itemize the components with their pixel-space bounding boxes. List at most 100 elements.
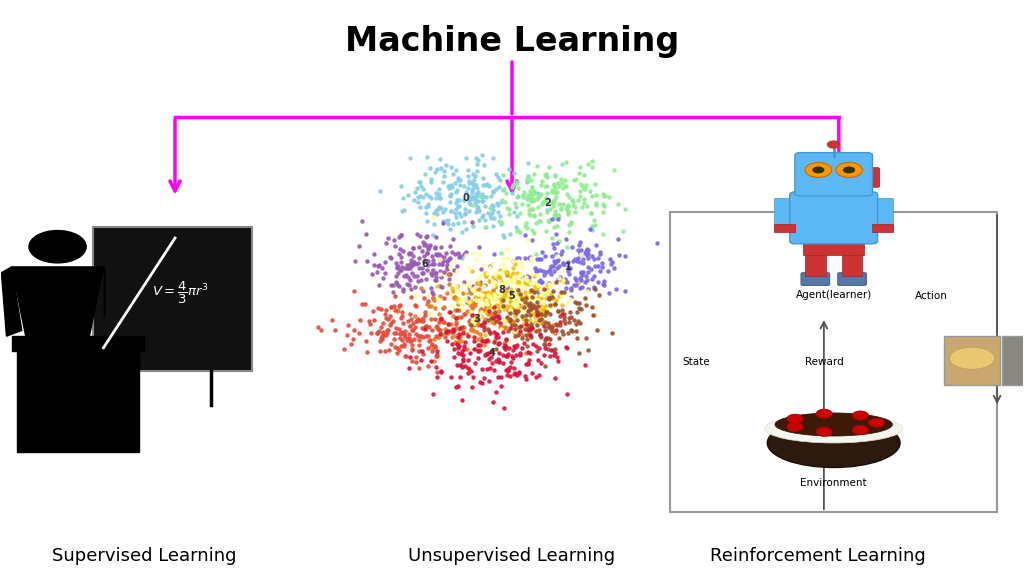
Point [490,306,507,316]
Point [312,325,329,334]
Point [523,294,540,303]
Point [470,205,486,215]
Point [584,226,600,235]
Point [527,263,544,273]
Point [487,290,504,299]
Point [450,248,466,258]
Point [490,356,507,365]
Point [536,285,552,294]
Point [562,217,579,226]
Point [461,178,477,187]
Point [492,295,508,304]
Point [504,257,520,266]
Point [534,248,550,257]
Point [427,314,443,324]
Point [508,342,524,351]
Point [548,325,564,335]
Point [534,301,550,310]
Point [559,189,575,198]
Point [400,191,417,200]
Point [567,207,584,216]
Point [516,318,532,328]
Point [519,360,536,369]
Point [546,256,562,265]
Point [415,238,431,247]
Point [418,189,434,198]
Point [426,335,442,344]
Point [495,359,511,368]
Point [523,292,540,302]
Point [561,263,578,272]
Point [526,287,543,296]
Point [418,208,434,218]
Point [591,290,607,299]
Point [537,302,553,311]
Point [454,362,470,371]
Point [408,259,424,268]
Point [509,292,525,301]
Point [560,262,577,271]
Point [537,289,553,298]
Point [447,281,464,291]
Point [526,188,543,197]
Point [566,255,583,264]
Point [406,258,422,267]
Point [507,287,523,296]
Text: 8: 8 [499,285,505,295]
Point [528,266,545,276]
Point [461,297,477,306]
Point [400,250,417,259]
Point [590,277,606,287]
Point [440,215,457,224]
Point [550,236,566,245]
Point [535,309,551,318]
Point [446,326,463,335]
Point [450,341,466,350]
Point [451,195,467,204]
Point [441,307,458,316]
Point [403,248,420,257]
Point [476,288,493,298]
Point [370,261,386,270]
Point [476,330,493,339]
Point [588,200,604,209]
Point [465,302,481,311]
Point [475,180,492,190]
Point [362,328,379,338]
Point [442,224,459,234]
Point [526,195,543,205]
Point [502,275,518,284]
Point [505,278,521,287]
Point [476,374,493,383]
Point [420,344,436,353]
Point [560,192,577,201]
Point [350,329,367,338]
Text: Unsupervised Learning: Unsupervised Learning [409,546,615,564]
Point [547,170,563,179]
Point [521,295,538,304]
Point [574,269,591,278]
Point [487,169,504,179]
Point [530,343,547,352]
Point [601,255,617,264]
Point [537,197,553,206]
Point [370,303,386,313]
Point [519,200,536,209]
Point [496,286,512,295]
Point [423,342,439,351]
Point [472,191,488,200]
Point [530,309,547,318]
Point [471,242,487,251]
Point [469,201,485,211]
Point [569,257,586,266]
Point [487,332,504,342]
Point [411,347,427,356]
Point [464,179,480,188]
Point [604,257,621,266]
Point [554,310,570,319]
Point [465,183,481,193]
Point [536,351,552,360]
Point [530,371,547,380]
Point [508,350,524,360]
Point [461,278,477,287]
